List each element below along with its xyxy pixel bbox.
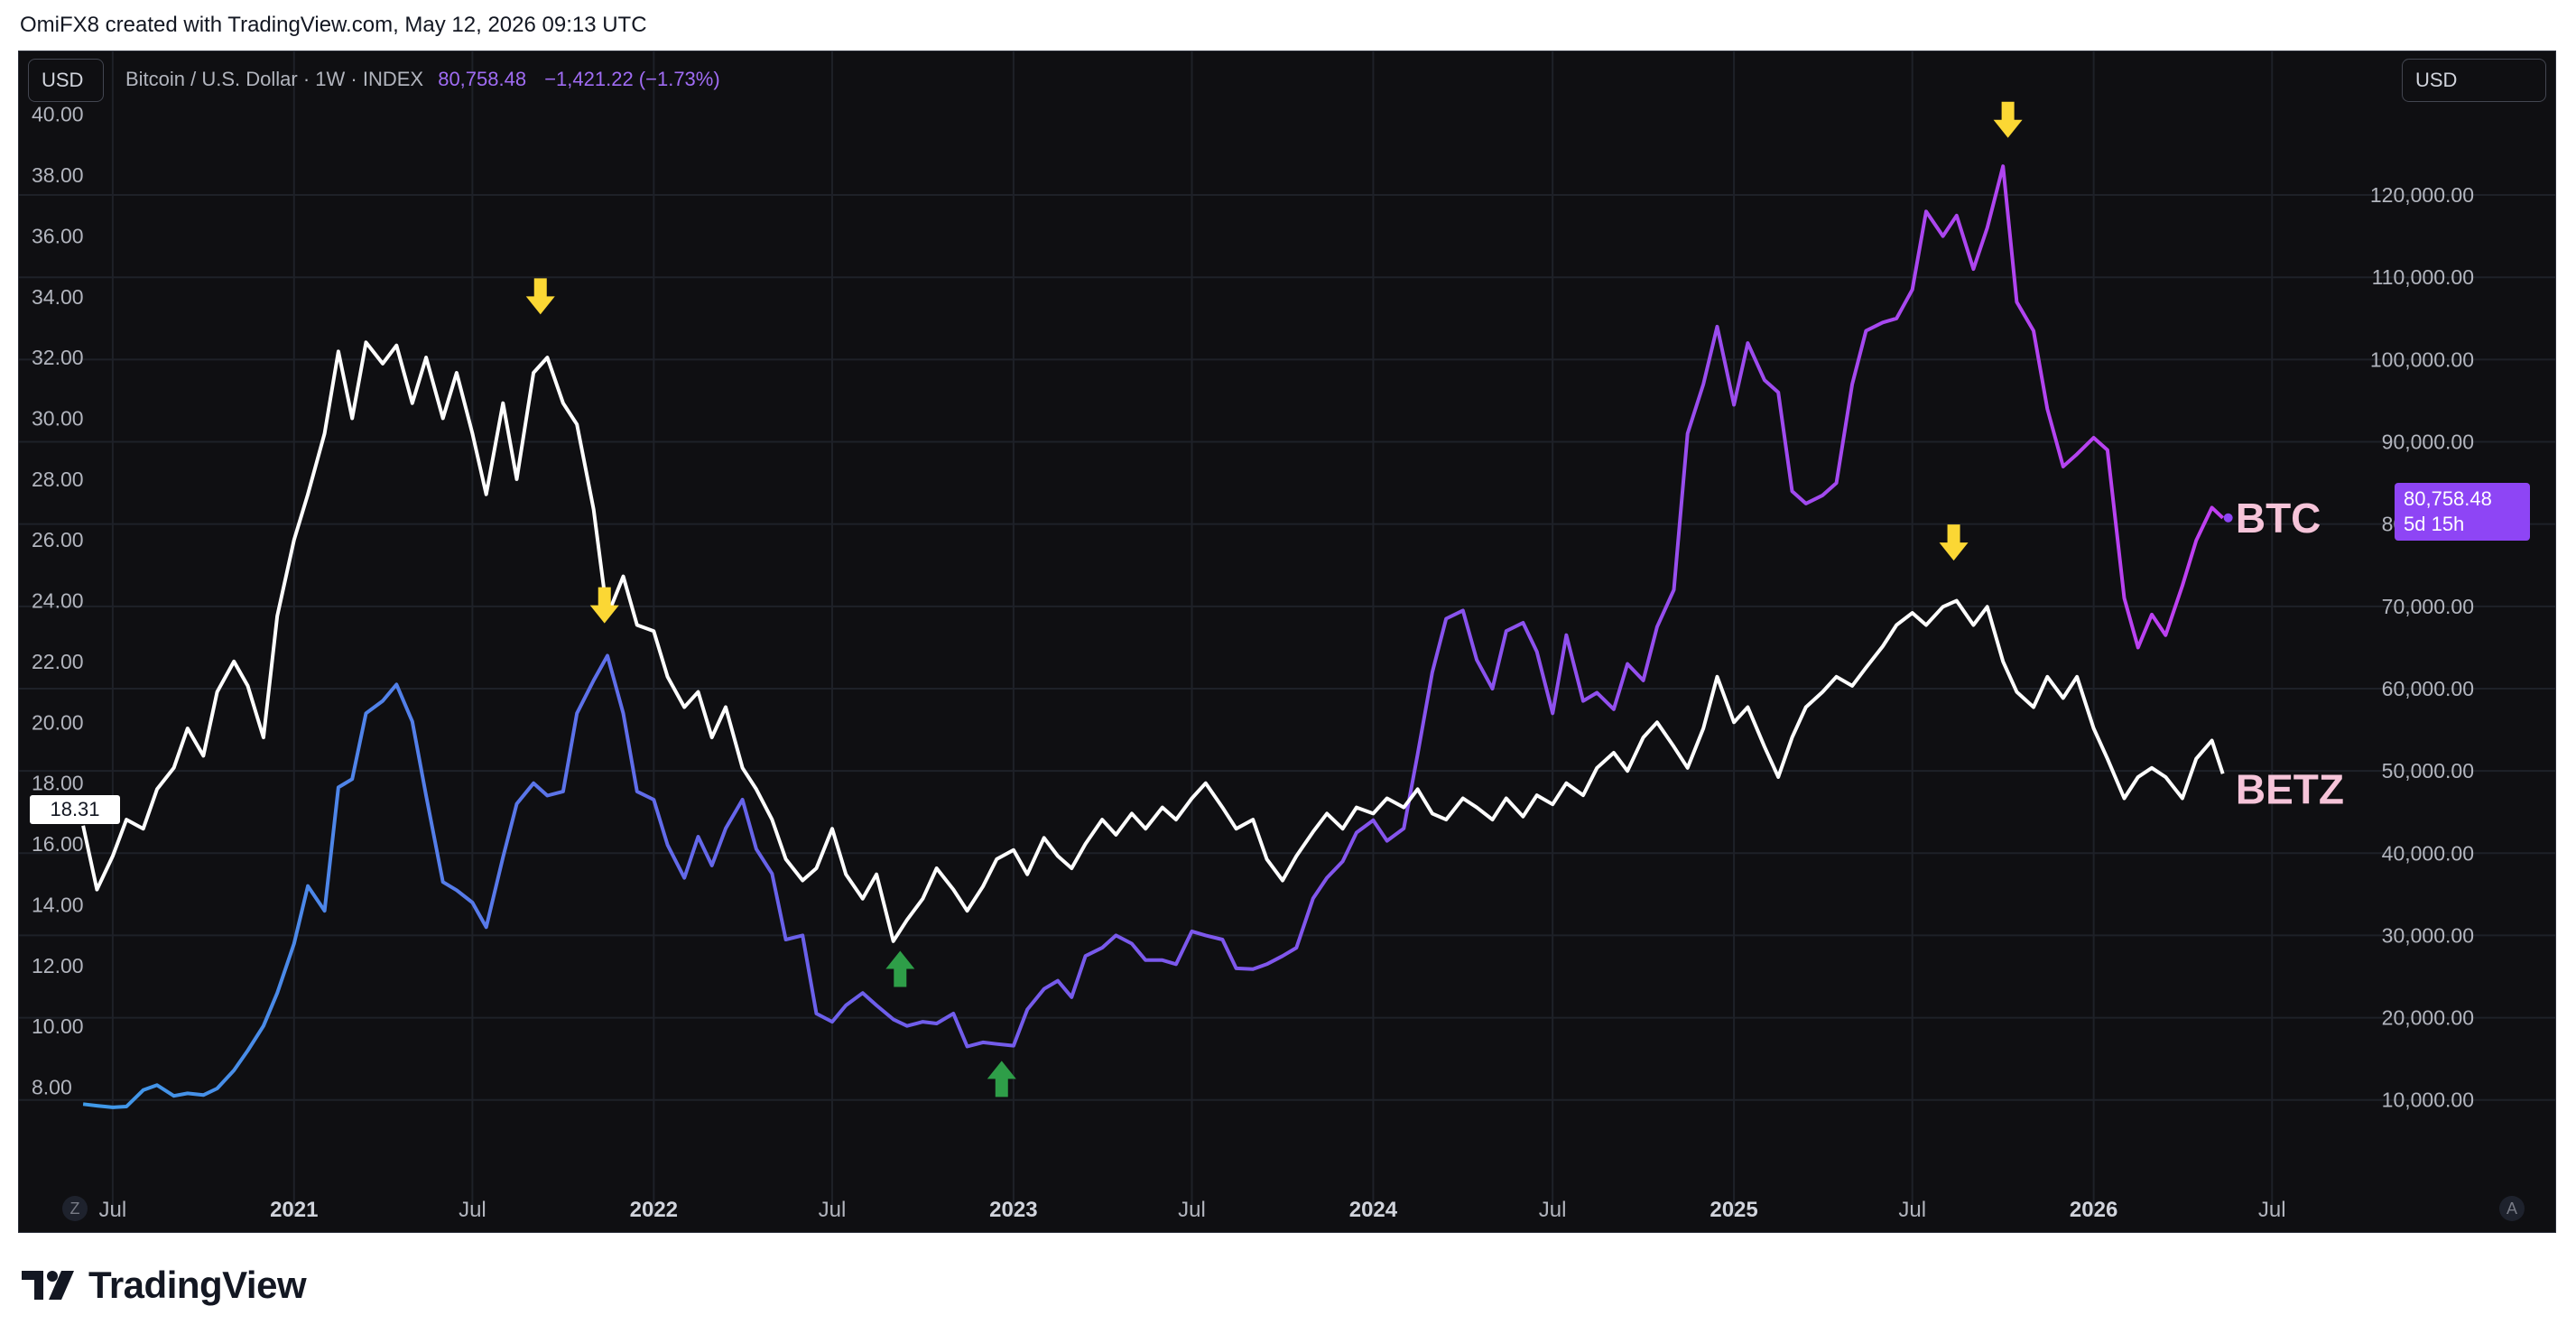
series-line-btc — [82, 164, 2225, 1109]
plot-area[interactable] — [81, 164, 2233, 1109]
left-tick-label: 18.00 — [32, 772, 84, 795]
left-tick-label: 32.00 — [32, 346, 84, 369]
series-labels: BTC BETZ — [2236, 495, 2344, 813]
last-price-badge: 80,758.48 5d 15h — [2395, 483, 2530, 541]
sell-arrow-icon — [1993, 101, 2023, 138]
left-tick-label: 40.00 — [32, 103, 84, 126]
last-price-value: 80,758.48 — [2404, 487, 2492, 510]
brand-name: TradingView — [88, 1264, 307, 1306]
legend-last-value: 80,758.48 — [438, 68, 527, 90]
right-tick-label: 30,000.00 — [2382, 923, 2474, 947]
left-tick-label: 28.00 — [32, 468, 84, 491]
left-tick-label: 30.00 — [32, 406, 84, 430]
time-tick-label: 2023 — [989, 1198, 1037, 1222]
time-tick-label: Jul — [1178, 1198, 1206, 1222]
time-tick-label: Jul — [459, 1198, 486, 1222]
time-tick-label: Jul — [1539, 1198, 1567, 1222]
time-tick-label: 2024 — [1349, 1198, 1398, 1222]
left-tick-label: 20.00 — [32, 710, 84, 734]
currency-button-right[interactable]: USD — [2402, 59, 2546, 102]
right-tick-label: 10,000.00 — [2382, 1088, 2474, 1112]
grid-lines — [19, 51, 2555, 1216]
time-tick-label: Jul — [2258, 1198, 2286, 1222]
right-tick-label: 20,000.00 — [2382, 1006, 2474, 1030]
betz-last-value-badge: 18.31 — [30, 795, 120, 824]
btc-last-point — [2223, 513, 2233, 523]
left-tick-label: 16.00 — [32, 832, 84, 856]
left-tick-label: 34.00 — [32, 285, 84, 309]
price-chart[interactable]: 8.00 10.00 12.00 14.00 16.00 18.00 20.00 22.00 2… — [19, 51, 2556, 1233]
buy-arrow-icon — [987, 1061, 1016, 1098]
time-tick-label: 2021 — [270, 1198, 318, 1222]
right-tick-label: 50,000.00 — [2382, 759, 2474, 783]
series-label-btc: BTC — [2236, 495, 2321, 542]
zoom-button[interactable]: Z — [62, 1196, 88, 1221]
left-tick-label: 8.00 — [32, 1075, 72, 1098]
sell-arrow-icon — [589, 587, 619, 624]
auto-scale-button[interactable]: A — [2499, 1196, 2525, 1221]
time-axis: Jul 2021 Jul 2022 Jul 2023 Jul 2024 Jul 2025 Jul 20… — [99, 1198, 2286, 1222]
left-tick-label: 14.00 — [32, 893, 84, 916]
right-axis: 10,000.00 20,000.00 30,000.00 40,000.00 50,0… — [2370, 183, 2474, 1112]
right-tick-label: 40,000.00 — [2382, 841, 2474, 865]
tradingview-brand[interactable]: TradingView — [20, 1264, 307, 1307]
left-tick-label: 12.00 — [32, 954, 84, 977]
sell-arrow-icon — [1939, 524, 1969, 561]
left-tick-label: 24.00 — [32, 589, 84, 613]
left-tick-label: 26.00 — [32, 528, 84, 551]
right-tick-label: 120,000.00 — [2370, 183, 2474, 207]
right-tick-label: 60,000.00 — [2382, 677, 2474, 700]
left-tick-label: 22.00 — [32, 650, 84, 673]
sell-arrow-icon — [525, 278, 555, 315]
buy-arrow-icon — [885, 950, 915, 987]
time-tick-label: 2026 — [2070, 1198, 2117, 1222]
time-tick-label: 2022 — [630, 1198, 678, 1222]
chart-panel[interactable]: 8.00 10.00 12.00 14.00 16.00 18.00 20.00 22.00 2… — [18, 51, 2556, 1233]
time-tick-label: Jul — [819, 1198, 847, 1222]
legend-symbol: Bitcoin / U.S. Dollar · 1W · INDEX — [125, 68, 424, 90]
left-tick-label: 10.00 — [32, 1014, 84, 1038]
tradingview-logo-icon — [22, 1271, 74, 1300]
series-line-betz — [81, 340, 2225, 943]
right-tick-label: 90,000.00 — [2382, 431, 2474, 454]
legend-change: −1,421.22 (−1.73%) — [544, 68, 720, 90]
left-tick-label: 36.00 — [32, 224, 84, 247]
time-tick-label: Jul — [99, 1198, 127, 1222]
symbol-legend[interactable]: Bitcoin / U.S. Dollar · 1W · INDEX 80,75… — [125, 68, 720, 91]
attribution-header: OmiFX8 created with TradingView.com, May… — [20, 13, 647, 37]
left-axis: 8.00 10.00 12.00 14.00 16.00 18.00 20.00 22.00 2… — [32, 103, 84, 1099]
time-tick-label: Jul — [1898, 1198, 1926, 1222]
time-tick-label: 2025 — [1710, 1198, 1757, 1222]
right-tick-label: 110,000.00 — [2372, 265, 2474, 289]
series-label-betz: BETZ — [2236, 765, 2344, 812]
right-tick-label: 70,000.00 — [2382, 595, 2474, 618]
right-tick-label: 100,000.00 — [2370, 347, 2474, 371]
signal-arrows — [525, 101, 2023, 1098]
left-tick-label: 38.00 — [32, 163, 84, 187]
currency-button-left[interactable]: USD — [28, 59, 104, 102]
bar-countdown: 5d 15h — [2404, 513, 2465, 535]
